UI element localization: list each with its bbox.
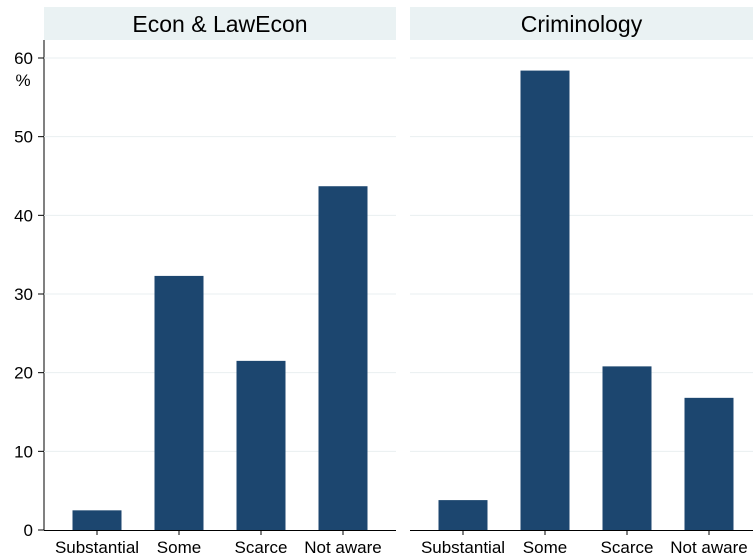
bar-substantial — [72, 510, 122, 530]
panel-0: Econ & LawEcon Substantial Some Scarce Not a… — [44, 7, 396, 557]
bar-substantial — [438, 500, 488, 530]
x-tick-label: Not aware — [304, 538, 381, 557]
panel-title: Criminology — [521, 11, 643, 37]
y-tick-label: 0 — [24, 521, 33, 540]
y-tick-label: 50 — [14, 128, 33, 147]
x-tick-label: Scarce — [235, 538, 288, 557]
x-tick-label: Some — [157, 538, 201, 557]
bar-not-aware — [318, 186, 368, 530]
bar-scarce — [236, 360, 286, 530]
y-tick-label: 20 — [14, 364, 33, 383]
bar-some — [154, 275, 204, 530]
panel-title: Econ & LawEcon — [132, 11, 307, 37]
bar-not-aware — [684, 397, 734, 530]
y-tick-label: 60 — [14, 49, 33, 68]
y-axis: 0 10 20 30 40 50 60% — [14, 40, 45, 540]
bar-scarce — [602, 366, 652, 530]
x-tick-label: Some — [523, 538, 567, 557]
bar-some — [520, 70, 570, 530]
panel-header — [44, 7, 396, 40]
panel-1: Criminology Substantial Some Scarce Not awar… — [410, 7, 753, 557]
chart-panels: Econ & LawEcon Substantial Some Scarce Not a… — [44, 7, 753, 557]
x-tick-label: Substantial — [421, 538, 505, 557]
x-tick-label: Scarce — [601, 538, 654, 557]
y-tick-label: 10 — [14, 442, 33, 461]
y-tick-label: 40 — [14, 206, 33, 225]
x-tick-label: Substantial — [55, 538, 139, 557]
panel-header — [410, 7, 753, 40]
y-tick-label: 30 — [14, 285, 33, 304]
x-tick-label: Not aware — [670, 538, 747, 557]
y-axis-label: % — [15, 71, 30, 90]
